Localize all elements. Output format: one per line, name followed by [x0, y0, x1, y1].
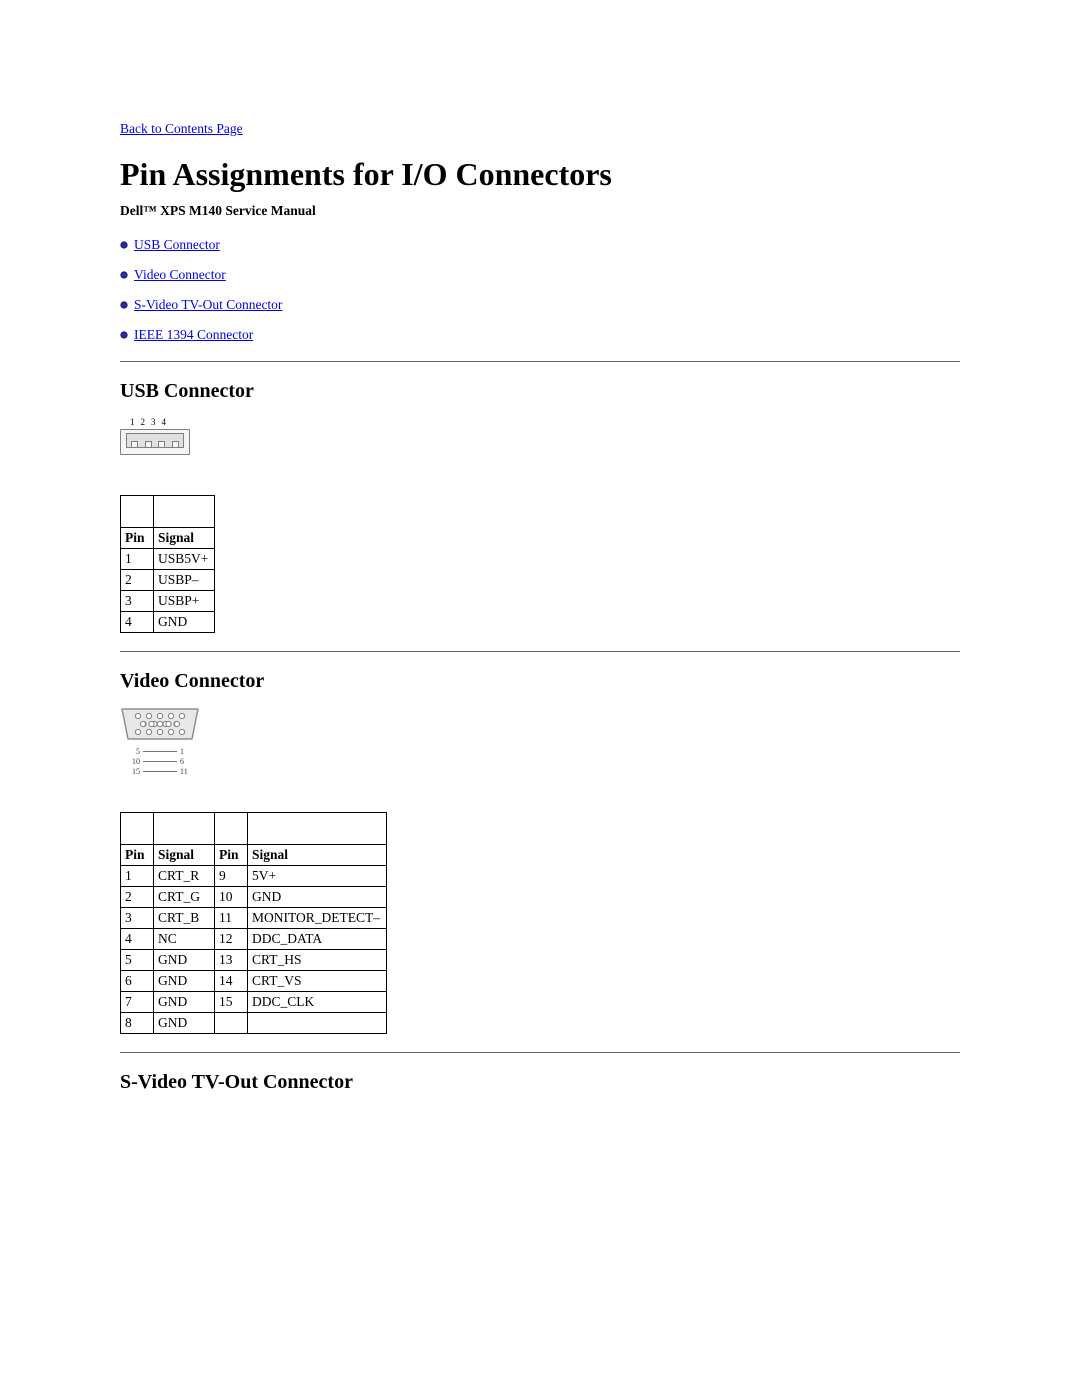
table-row: 5GND13CRT_HS [121, 950, 387, 971]
table-row [121, 813, 387, 845]
usb-outer-shell [120, 429, 190, 455]
usb-pin-table: Pin Signal 1USB5V+ 2USBP– 3USBP+ 4GND [120, 495, 215, 633]
bullet-icon [120, 237, 128, 245]
back-link-row: Back to Contents Page [120, 120, 960, 138]
bullet-icon [120, 327, 128, 335]
video-section: Video Connector [120, 670, 960, 1034]
usb-contact [172, 441, 179, 448]
usb-contacts [131, 441, 179, 448]
toc-link-svideo[interactable]: S-Video TV-Out Connector [134, 297, 282, 312]
vga-label-row: 106 [126, 757, 194, 766]
vga-label-row: 51 [126, 747, 194, 756]
toc-link-1394[interactable]: IEEE 1394 Connector [134, 327, 253, 342]
table-row: 8GND [121, 1013, 387, 1034]
video-pin-table: Pin Signal Pin Signal 1CRT_R95V+ 2CRT_G1… [120, 812, 387, 1034]
table-row: 6GND14CRT_VS [121, 971, 387, 992]
table-header-pin: Pin [121, 845, 154, 866]
table-header-pin: Pin [121, 528, 154, 549]
toc-item-usb: USB Connector [120, 237, 960, 253]
bullet-icon [120, 267, 128, 275]
divider [120, 651, 960, 652]
table-header-pin: Pin [215, 845, 248, 866]
usb-pin-labels: 1234 [130, 417, 960, 427]
table-header-signal: Signal [154, 528, 215, 549]
toc-item-video: Video Connector [120, 267, 960, 283]
divider [120, 361, 960, 362]
table-header-row: Pin Signal [121, 528, 215, 549]
table-row: 2USBP– [121, 570, 215, 591]
toc-list: USB Connector Video Connector S-Video TV… [120, 237, 960, 343]
divider [120, 1052, 960, 1053]
table-row: 1USB5V+ [121, 549, 215, 570]
toc-link-usb[interactable]: USB Connector [134, 237, 220, 252]
toc-item-1394: IEEE 1394 Connector [120, 327, 960, 343]
vga-label-rows: 51 106 1511 [120, 747, 200, 776]
page: Back to Contents Page Pin Assignments fo… [0, 0, 1080, 1168]
usb-contact [131, 441, 138, 448]
table-row: 7GND15DDC_CLK [121, 992, 387, 1013]
table-row: 4GND [121, 612, 215, 633]
vga-label-row: 1511 [126, 767, 194, 776]
usb-contact [158, 441, 165, 448]
table-row: 1CRT_R95V+ [121, 866, 387, 887]
page-title: Pin Assignments for I/O Connectors [120, 156, 960, 193]
table-row: 2CRT_G10GND [121, 887, 387, 908]
toc-item-svideo: S-Video TV-Out Connector [120, 297, 960, 313]
manual-subtitle: Dell™ XPS M140 Service Manual [120, 203, 960, 219]
table-header-signal: Signal [154, 845, 215, 866]
table-header-signal: Signal [248, 845, 387, 866]
vga-shell [120, 707, 200, 746]
toc-link-video[interactable]: Video Connector [134, 267, 226, 282]
bullet-icon [120, 297, 128, 305]
usb-section: USB Connector 1234 Pin Signal [120, 380, 960, 633]
svideo-section-title: S-Video TV-Out Connector [120, 1071, 960, 1094]
usb-inner-shell [126, 433, 184, 448]
usb-section-title: USB Connector [120, 380, 960, 403]
back-to-contents-link[interactable]: Back to Contents Page [120, 121, 243, 136]
table-header-row: Pin Signal Pin Signal [121, 845, 387, 866]
table-row: 3CRT_B11MONITOR_DETECT– [121, 908, 387, 929]
usb-contact [145, 441, 152, 448]
table-row: 4NC12DDC_DATA [121, 929, 387, 950]
table-row: 3USBP+ [121, 591, 215, 612]
svideo-section: S-Video TV-Out Connector [120, 1071, 960, 1094]
table-row [121, 496, 215, 528]
usb-connector-diagram: 1234 [120, 417, 960, 455]
video-section-title: Video Connector [120, 670, 960, 693]
vga-connector-diagram: 51 106 1511 [120, 707, 200, 776]
